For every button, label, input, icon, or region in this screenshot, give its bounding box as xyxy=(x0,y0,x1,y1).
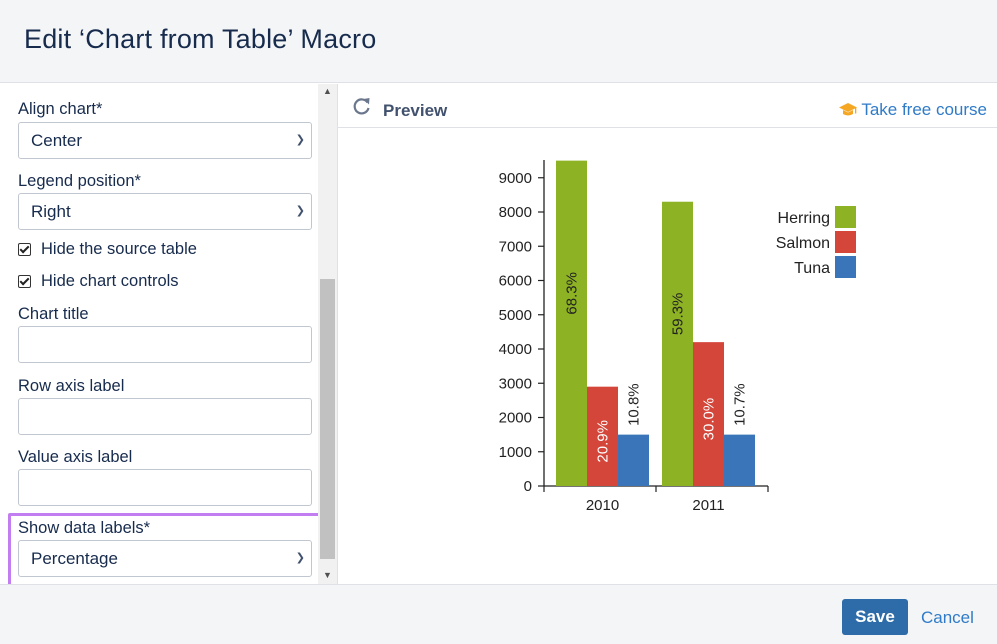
dialog-header: Edit ‘Chart from Table’ Macro xyxy=(0,0,997,83)
bar-herring-2011 xyxy=(662,201,693,486)
row-axis-label-input[interactable] xyxy=(18,398,312,435)
left-panel-scrollbar[interactable]: ▲ ▼ xyxy=(318,84,337,584)
show-data-labels-value: Percentage xyxy=(31,549,118,568)
cancel-button[interactable]: Cancel xyxy=(921,608,974,627)
preview-panel: Preview Take free course 0 1000 2000 3000 40… xyxy=(338,84,997,584)
chevron-down-icon: ❯ xyxy=(295,552,305,564)
y-tick-label: 7000 xyxy=(499,238,532,255)
row-axis-label-label: Row axis label xyxy=(18,377,125,395)
hide-source-table-row[interactable]: Hide the source table xyxy=(18,240,197,259)
macro-parameters-panel: Align chart* Center ❯ Legend position* R… xyxy=(0,84,338,584)
hide-chart-controls-checkbox[interactable] xyxy=(18,275,31,288)
chevron-down-icon: ❯ xyxy=(295,134,305,146)
x-tick-label: 2010 xyxy=(586,497,619,514)
hide-source-table-label: Hide the source table xyxy=(41,240,197,258)
chart: 0 1000 2000 3000 4000 5000 6000 7000 8000 9000 68.… xyxy=(499,160,856,514)
y-tick-label: 3000 xyxy=(499,375,532,392)
dialog-title: Edit ‘Chart from Table’ Macro xyxy=(24,24,377,54)
y-tick-label: 1000 xyxy=(499,444,532,461)
data-label: 10.7% xyxy=(732,383,749,426)
hide-chart-controls-label: Hide chart controls xyxy=(41,272,179,290)
chart-title-input[interactable] xyxy=(18,326,312,363)
y-tick-label: 0 xyxy=(524,478,532,495)
align-chart-value: Center xyxy=(31,131,83,150)
save-button[interactable]: Save xyxy=(842,599,908,635)
preview-title: Preview xyxy=(383,101,448,120)
legend-swatch-tuna xyxy=(835,256,856,278)
legend-position-value: Right xyxy=(31,202,71,221)
legend-swatch-salmon xyxy=(835,231,856,253)
data-label: 68.3% xyxy=(564,272,581,315)
data-label: 20.9% xyxy=(595,420,612,463)
bar-herring-2010 xyxy=(556,160,587,486)
value-axis-label-label: Value axis label xyxy=(18,448,133,466)
bar-tuna-2011 xyxy=(724,434,755,486)
chevron-down-icon: ❯ xyxy=(295,205,305,217)
bar-salmon-2011 xyxy=(693,342,724,486)
y-tick-label: 2000 xyxy=(499,410,532,427)
take-free-course-label: Take free course xyxy=(861,100,987,119)
data-label: 30.0% xyxy=(701,398,718,441)
align-chart-select[interactable]: Center ❯ xyxy=(18,122,312,159)
legend-label-salmon: Salmon xyxy=(776,235,830,252)
align-chart-label: Align chart* xyxy=(18,100,103,118)
legend-label-tuna: Tuna xyxy=(794,260,830,277)
y-tick-label: 5000 xyxy=(499,307,532,324)
legend-position-select[interactable]: Right ❯ xyxy=(18,193,312,230)
x-tick-label: 2011 xyxy=(692,497,724,514)
data-label: 10.8% xyxy=(626,383,643,426)
y-tick-label: 6000 xyxy=(499,273,532,290)
legend-position-label: Legend position* xyxy=(18,172,141,190)
scroll-thumb[interactable] xyxy=(320,279,335,559)
hide-chart-controls-row[interactable]: Hide chart controls xyxy=(18,272,179,291)
scroll-up-icon[interactable]: ▲ xyxy=(323,86,332,96)
legend-label-herring: Herring xyxy=(778,210,830,227)
refresh-icon[interactable] xyxy=(352,96,372,116)
show-data-labels-highlight xyxy=(8,513,321,584)
y-tick-label: 8000 xyxy=(499,204,532,221)
hide-source-table-checkbox[interactable] xyxy=(18,243,31,256)
show-data-labels-label: Show data labels* xyxy=(18,519,151,537)
chart-title-label: Chart title xyxy=(18,305,89,323)
bar-salmon-2010 xyxy=(587,386,618,486)
show-data-labels-select[interactable]: Percentage ❯ xyxy=(18,540,312,577)
bar-tuna-2010 xyxy=(618,434,649,486)
dialog-footer: Save Cancel xyxy=(0,584,997,644)
y-tick-label: 4000 xyxy=(499,341,532,358)
value-axis-label-input[interactable] xyxy=(18,469,312,506)
scroll-down-icon[interactable]: ▼ xyxy=(323,570,332,580)
legend-swatch-herring xyxy=(835,206,856,228)
graduation-cap-icon xyxy=(839,103,858,116)
preview-toolbar: Preview Take free course xyxy=(338,84,997,128)
y-tick-label: 9000 xyxy=(499,170,532,187)
take-free-course-link[interactable]: Take free course xyxy=(838,100,987,120)
data-label: 59.3% xyxy=(670,293,687,336)
